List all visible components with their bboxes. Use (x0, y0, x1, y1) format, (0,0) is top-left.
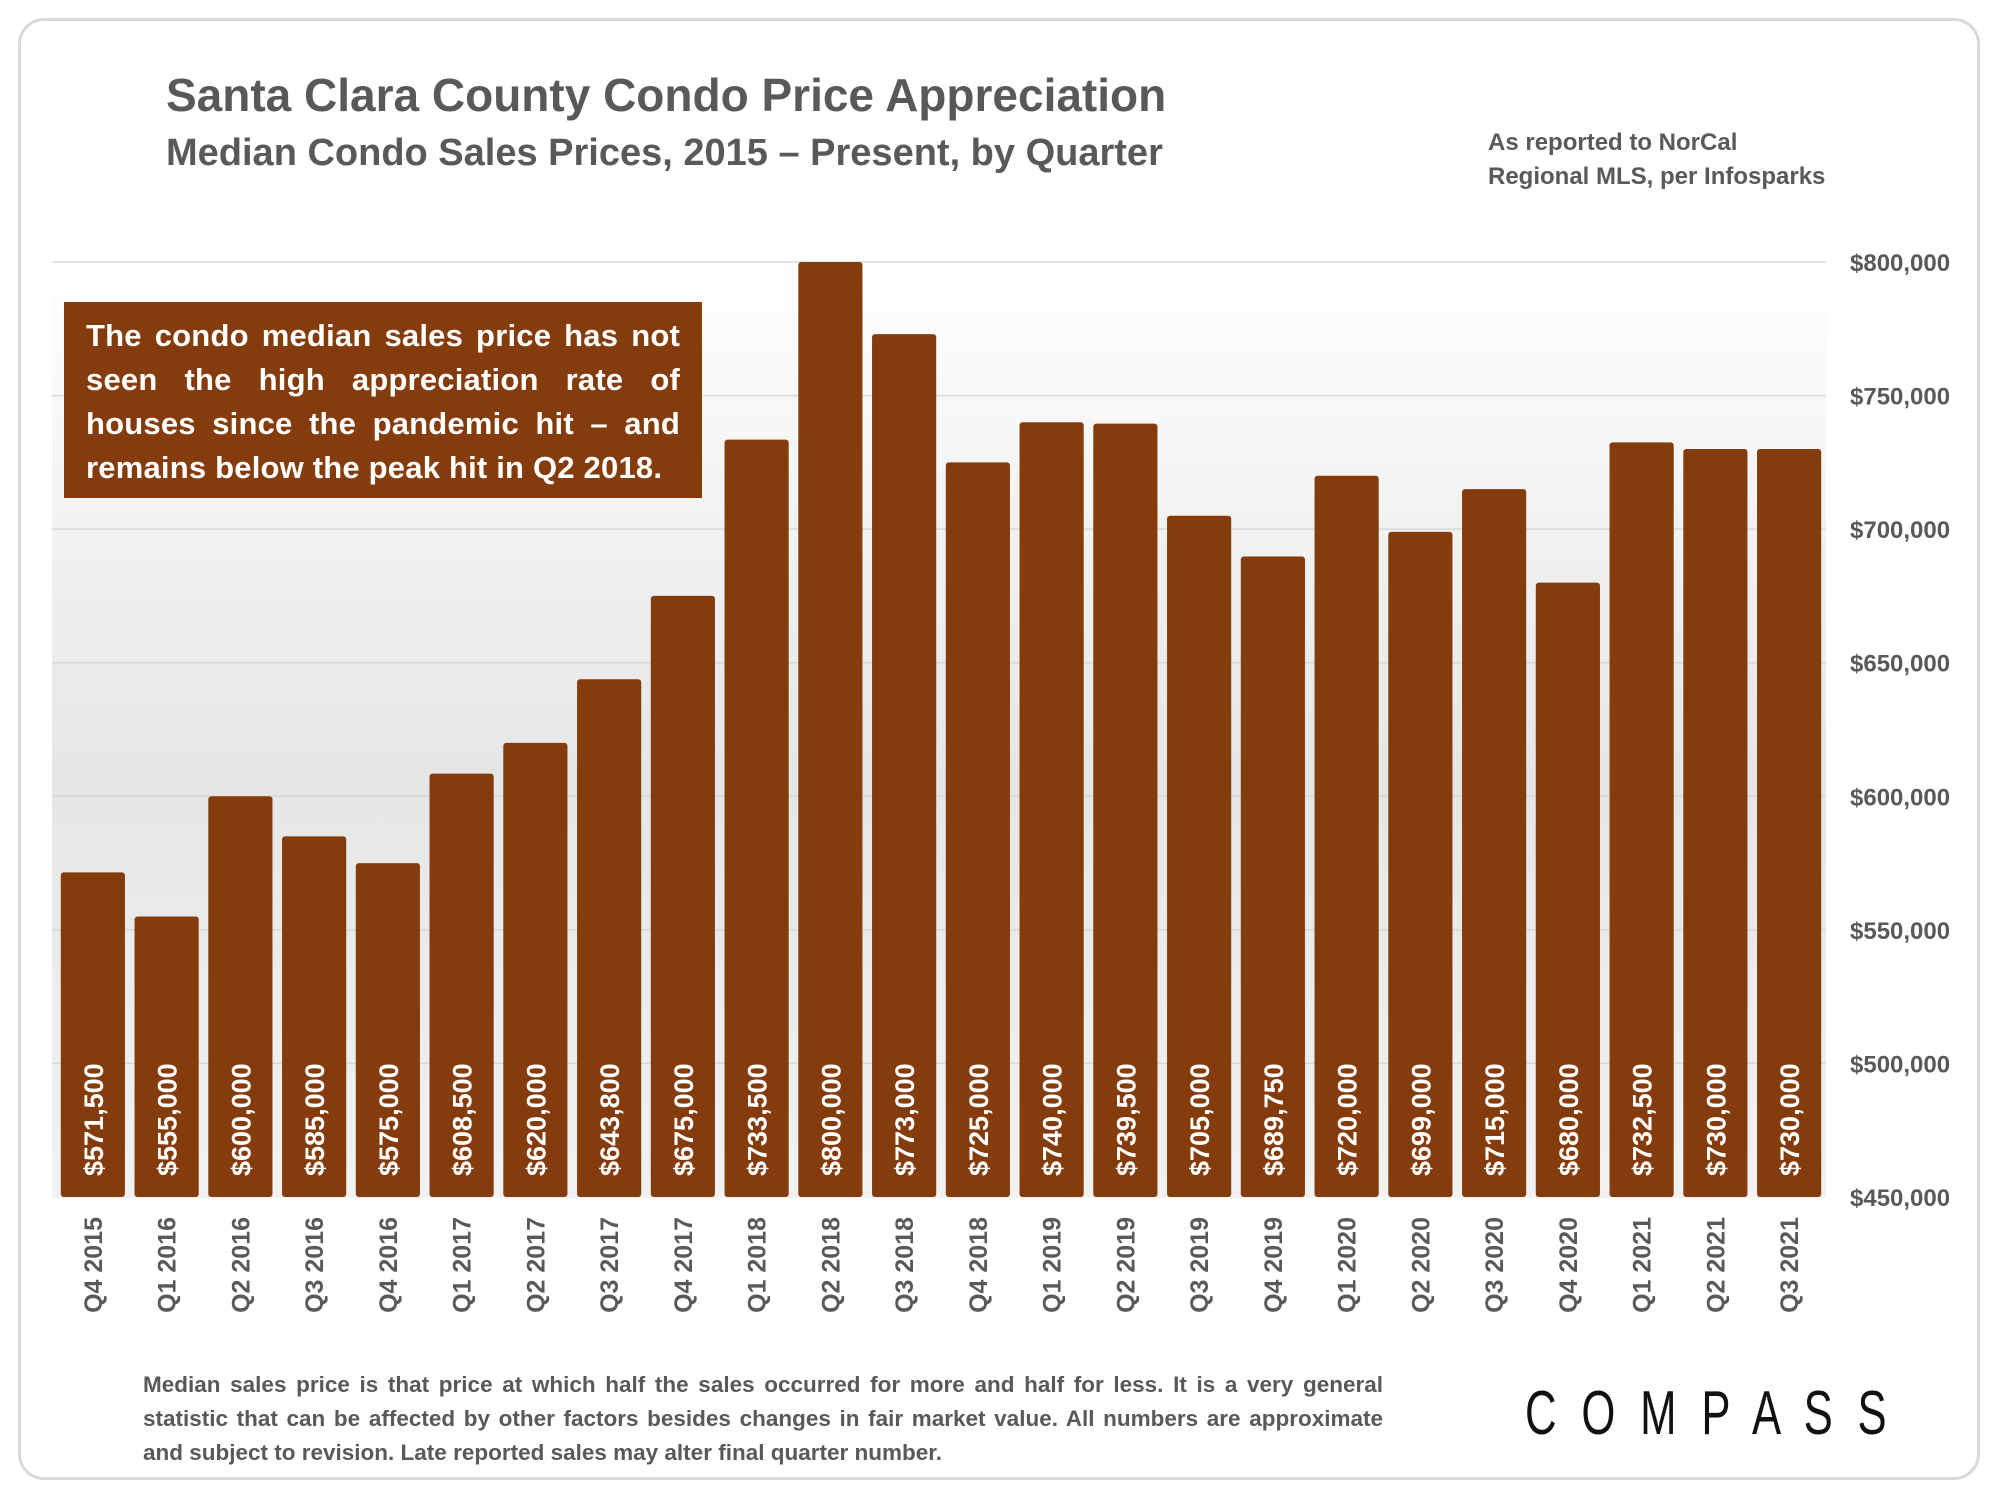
callout-box: The condo median sales price has not see… (64, 302, 702, 498)
bar (945, 462, 1010, 1197)
data-label: $680,000 (1554, 1063, 1584, 1176)
bar (1462, 489, 1527, 1198)
y-tick-label: $500,000 (1850, 1051, 1950, 1078)
source-note-line-2: Regional MLS, per Infosparks (1488, 163, 1826, 190)
bar (282, 836, 347, 1197)
x-tick-label: Q4 2017 (670, 1217, 698, 1313)
data-label: $725,000 (964, 1063, 994, 1176)
bar (1757, 449, 1822, 1197)
data-label: $720,000 (1333, 1063, 1363, 1176)
data-label: $608,500 (448, 1063, 478, 1176)
y-tick-label: $650,000 (1850, 651, 1950, 678)
bar (355, 863, 420, 1197)
x-tick-label: Q3 2021 (1776, 1217, 1804, 1313)
data-label: $730,000 (1775, 1063, 1805, 1176)
x-tick-label: Q4 2018 (965, 1217, 993, 1313)
data-label: $571,500 (79, 1063, 109, 1176)
data-label: $575,000 (374, 1063, 404, 1176)
x-tick-label: Q1 2017 (449, 1217, 477, 1313)
data-label: $800,000 (816, 1063, 846, 1176)
y-tick-label: $800,000 (1850, 250, 1950, 277)
x-tick-label: Q1 2016 (154, 1217, 182, 1313)
bar (650, 595, 715, 1197)
x-tick-label: Q1 2021 (1629, 1217, 1657, 1313)
data-label: $689,750 (1259, 1063, 1289, 1176)
data-label: $699,000 (1406, 1063, 1436, 1176)
x-tick-label: Q4 2016 (375, 1217, 403, 1313)
bar (1167, 515, 1232, 1197)
footnote: Median sales price is that price at whic… (143, 1372, 1383, 1465)
data-label: $620,000 (521, 1063, 551, 1176)
y-tick-label: $550,000 (1850, 918, 1950, 945)
x-tick-label: Q4 2020 (1555, 1217, 1583, 1313)
bar (872, 334, 937, 1198)
x-tick-label: Q4 2019 (1260, 1217, 1288, 1313)
x-axis-labels: Q4 2015 Q1 2016 Q2 2016 Q3 2016 Q4 2016 Q1 20… (80, 1217, 1804, 1313)
bar (1609, 442, 1674, 1198)
data-label: $585,000 (300, 1063, 330, 1176)
bar (134, 916, 199, 1197)
compass-logo: C O M P A S S (1525, 1379, 1893, 1448)
x-tick-label: Q2 2018 (817, 1217, 845, 1313)
chart-title: Santa Clara County Condo Price Appreciat… (166, 69, 1167, 121)
x-tick-label: Q3 2017 (596, 1217, 624, 1313)
bar (577, 679, 642, 1197)
data-label: $705,000 (1185, 1063, 1215, 1176)
data-label: $740,000 (1038, 1063, 1068, 1176)
bar (1093, 423, 1158, 1197)
y-tick-label: $450,000 (1850, 1185, 1950, 1212)
y-tick-label: $600,000 (1850, 784, 1950, 811)
bars (60, 262, 1822, 1198)
x-tick-label: Q1 2020 (1334, 1217, 1362, 1313)
x-tick-label: Q4 2015 (80, 1217, 108, 1313)
y-axis-labels: $450,000 $500,000 $550,000 $600,000 $650,000… (1850, 250, 1950, 1212)
bar (60, 872, 125, 1197)
x-tick-label: Q3 2016 (301, 1217, 329, 1313)
bar (724, 439, 789, 1197)
x-tick-label: Q2 2017 (522, 1217, 550, 1313)
x-tick-label: Q3 2018 (891, 1217, 919, 1313)
x-tick-label: Q2 2020 (1407, 1217, 1435, 1313)
data-label: $675,000 (669, 1063, 699, 1176)
data-label: $555,000 (153, 1063, 183, 1176)
data-label: $730,000 (1701, 1063, 1731, 1176)
data-labels: $571,500 $555,000 $600,000 $585,000 $575,000… (79, 1063, 1805, 1176)
y-tick-label: $750,000 (1850, 384, 1950, 411)
data-label: $732,500 (1628, 1063, 1658, 1176)
chart-subtitle: Median Condo Sales Prices, 2015 – Presen… (166, 132, 1163, 174)
bar (1240, 556, 1305, 1197)
x-tick-label: Q2 2016 (227, 1217, 255, 1313)
x-tick-label: Q3 2020 (1481, 1217, 1509, 1313)
bar (1683, 449, 1748, 1197)
compass-logo-text: C O M P A S S (1525, 1379, 1893, 1448)
x-tick-label: Q2 2021 (1702, 1217, 1730, 1313)
data-label: $733,500 (743, 1063, 773, 1176)
bar (1535, 582, 1600, 1197)
data-label: $643,800 (595, 1063, 625, 1176)
source-note-line-1: As reported to NorCal (1488, 129, 1738, 156)
y-tick-label: $700,000 (1850, 517, 1950, 544)
data-label: $739,500 (1111, 1063, 1141, 1176)
source-note: As reported to NorCal Regional MLS, per … (1488, 126, 1848, 194)
x-tick-label: Q2 2019 (1112, 1217, 1140, 1313)
bar (208, 796, 273, 1197)
bar (503, 742, 568, 1197)
bar (798, 262, 863, 1197)
x-tick-label: Q1 2019 (1039, 1217, 1067, 1313)
bar (429, 773, 494, 1197)
data-label: $715,000 (1480, 1063, 1510, 1176)
x-tick-label: Q3 2019 (1186, 1217, 1214, 1313)
data-label: $773,000 (890, 1063, 920, 1176)
data-label: $600,000 (226, 1063, 256, 1176)
bar (1314, 475, 1379, 1197)
bar (1019, 422, 1084, 1197)
bar (1388, 531, 1453, 1197)
x-tick-label: Q1 2018 (744, 1217, 772, 1313)
